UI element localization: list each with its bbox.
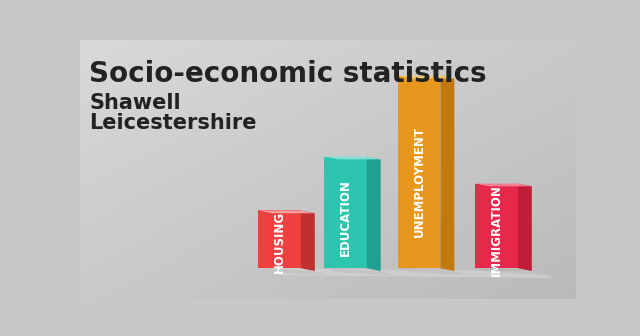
Text: Socio-economic statistics: Socio-economic statistics: [90, 60, 487, 88]
Polygon shape: [259, 210, 301, 268]
Polygon shape: [476, 183, 518, 268]
Polygon shape: [367, 157, 381, 271]
Polygon shape: [324, 157, 367, 268]
Text: IMMIGRATION: IMMIGRATION: [490, 184, 503, 276]
Text: Shawell: Shawell: [90, 93, 181, 113]
Polygon shape: [259, 268, 555, 278]
Text: EDUCATION: EDUCATION: [339, 179, 352, 256]
Polygon shape: [259, 210, 315, 213]
Text: HOUSING: HOUSING: [273, 211, 286, 273]
Text: Leicestershire: Leicestershire: [90, 113, 257, 133]
Polygon shape: [324, 268, 395, 275]
Text: UNEMPLOYMENT: UNEMPLOYMENT: [413, 126, 426, 237]
Polygon shape: [259, 268, 329, 275]
Polygon shape: [324, 157, 381, 159]
Polygon shape: [476, 183, 532, 186]
Polygon shape: [476, 268, 546, 275]
Polygon shape: [301, 210, 315, 271]
Polygon shape: [440, 76, 454, 271]
Polygon shape: [518, 183, 532, 271]
Polygon shape: [397, 76, 454, 79]
Polygon shape: [397, 268, 468, 275]
Polygon shape: [397, 76, 440, 268]
